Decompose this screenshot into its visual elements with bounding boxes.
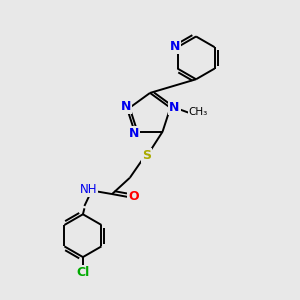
Text: N: N xyxy=(170,40,180,53)
Text: Cl: Cl xyxy=(76,266,89,279)
Text: S: S xyxy=(142,149,151,162)
Text: N: N xyxy=(121,100,131,113)
Text: O: O xyxy=(128,190,139,203)
Text: NH: NH xyxy=(80,183,97,196)
Text: N: N xyxy=(169,100,180,114)
Text: N: N xyxy=(129,127,139,140)
Text: CH₃: CH₃ xyxy=(188,107,208,118)
